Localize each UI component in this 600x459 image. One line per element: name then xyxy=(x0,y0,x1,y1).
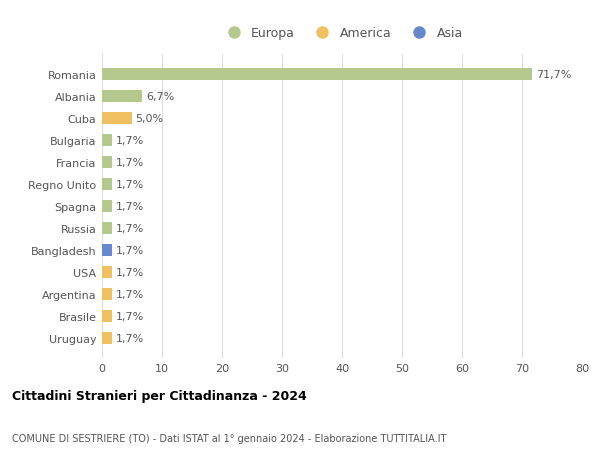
Bar xyxy=(102,157,112,169)
Text: 1,7%: 1,7% xyxy=(116,158,144,168)
Text: 6,7%: 6,7% xyxy=(146,92,174,102)
Text: 1,7%: 1,7% xyxy=(116,289,144,299)
Bar xyxy=(102,223,112,235)
Text: 1,7%: 1,7% xyxy=(116,202,144,212)
Text: 1,7%: 1,7% xyxy=(116,179,144,190)
Bar xyxy=(102,266,112,279)
Text: 5,0%: 5,0% xyxy=(136,114,164,124)
Bar xyxy=(102,113,132,125)
Text: 1,7%: 1,7% xyxy=(116,224,144,234)
Text: 71,7%: 71,7% xyxy=(536,70,571,80)
Legend: Europa, America, Asia: Europa, America, Asia xyxy=(216,22,468,45)
Bar xyxy=(102,179,112,190)
Text: 1,7%: 1,7% xyxy=(116,333,144,343)
Bar xyxy=(102,69,532,81)
Bar xyxy=(102,332,112,344)
Text: 1,7%: 1,7% xyxy=(116,311,144,321)
Bar xyxy=(102,244,112,257)
Bar xyxy=(102,134,112,147)
Text: 1,7%: 1,7% xyxy=(116,136,144,146)
Text: 1,7%: 1,7% xyxy=(116,246,144,255)
Bar xyxy=(102,201,112,213)
Bar xyxy=(102,91,142,103)
Bar xyxy=(102,288,112,300)
Text: COMUNE DI SESTRIERE (TO) - Dati ISTAT al 1° gennaio 2024 - Elaborazione TUTTITAL: COMUNE DI SESTRIERE (TO) - Dati ISTAT al… xyxy=(12,433,446,442)
Text: Cittadini Stranieri per Cittadinanza - 2024: Cittadini Stranieri per Cittadinanza - 2… xyxy=(12,389,307,403)
Bar xyxy=(102,310,112,322)
Text: 1,7%: 1,7% xyxy=(116,268,144,277)
